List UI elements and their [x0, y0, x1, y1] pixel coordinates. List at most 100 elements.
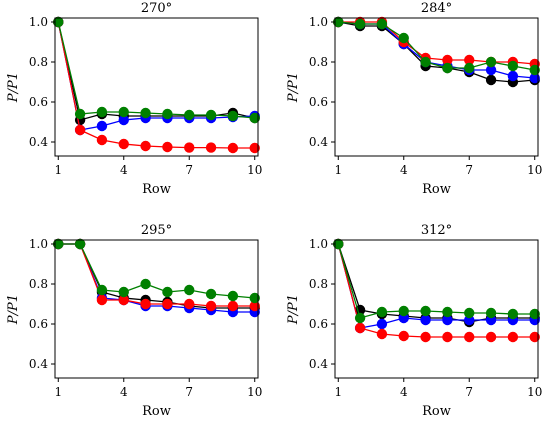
x-axis-label: Row [422, 404, 451, 419]
data-point [227, 110, 239, 122]
chart-title: 284° [421, 1, 452, 16]
data-point [485, 307, 497, 319]
data-point [162, 286, 173, 298]
data-point [529, 308, 540, 320]
chart-title: 295° [141, 223, 172, 238]
x-axis-label: Row [142, 404, 171, 419]
data-point [464, 307, 475, 319]
data-point [118, 106, 129, 118]
y-tick-label: 0.4 [29, 135, 48, 149]
data-point [354, 18, 366, 30]
data-point [529, 72, 540, 84]
y-tick-label: 0.4 [309, 135, 328, 149]
y-tick-label: 0.8 [309, 277, 328, 291]
series-line-1 [58, 243, 255, 309]
data-point [529, 64, 540, 76]
y-tick-label: 1.0 [309, 237, 328, 251]
x-tick-label: 10 [247, 163, 262, 177]
x-tick-label: 1 [334, 385, 342, 399]
series-line-1 [337, 243, 535, 323]
series-line-3 [338, 21, 535, 65]
data-point [118, 114, 129, 126]
data-point [140, 298, 151, 310]
data-point [249, 292, 260, 304]
chart-panel-1: 270° 1 4 7 10 0.4 0.6 0.8 1.0 Row P/P1 [6, 1, 262, 197]
data-point [507, 308, 519, 320]
series-line-1 [338, 21, 535, 83]
data-point [162, 298, 173, 310]
data-point [485, 331, 497, 343]
series-line-2 [58, 243, 255, 313]
data-point [184, 284, 195, 296]
data-point [227, 300, 239, 312]
data-point [53, 16, 64, 28]
y-tick-label: 1.0 [29, 237, 48, 251]
data-point [96, 134, 108, 146]
data-point [184, 298, 195, 310]
x-tick-label: 10 [527, 385, 542, 399]
y-tick-label: 0.6 [29, 95, 48, 109]
series-line-2 [57, 21, 255, 131]
data-point [376, 18, 388, 30]
x-tick-label: 7 [185, 385, 193, 399]
y-tick-label: 0.4 [309, 357, 328, 371]
data-point [162, 108, 173, 120]
data-point [354, 322, 366, 334]
y-tick-label: 0.8 [29, 55, 48, 69]
data-point [507, 331, 519, 343]
x-tick-label: 1 [334, 163, 342, 177]
data-point [53, 238, 64, 250]
data-point [249, 112, 260, 124]
y-tick-label: 0.8 [29, 277, 48, 291]
data-point [96, 294, 108, 306]
y-axis-label: P/P1 [286, 294, 301, 325]
plot-frame [334, 239, 539, 379]
x-tick-label: 10 [247, 385, 262, 399]
x-tick-label: 4 [400, 385, 408, 399]
data-point [442, 54, 453, 66]
x-tick-label: 4 [120, 163, 128, 177]
data-point [376, 318, 388, 330]
data-point [74, 238, 86, 250]
y-axis-label: P/P1 [6, 72, 21, 103]
chart-title: 270° [141, 1, 172, 16]
data-point [420, 331, 431, 343]
data-point [464, 54, 475, 66]
data-point [118, 286, 129, 298]
data-point [420, 305, 431, 317]
data-point [420, 314, 431, 326]
series-line-2 [338, 21, 535, 79]
data-point [227, 290, 239, 302]
x-tick-label: 1 [54, 385, 62, 399]
data-point [205, 109, 217, 121]
data-point [249, 300, 260, 312]
data-point [205, 300, 217, 312]
plot-frame [54, 17, 259, 157]
data-point [485, 74, 497, 86]
series-line-1 [57, 21, 255, 121]
data-point [420, 56, 431, 68]
y-tick-label: 0.6 [309, 95, 328, 109]
data-point [529, 331, 540, 343]
x-tick-label: 7 [185, 163, 193, 177]
data-point [140, 107, 151, 119]
y-tick-label: 0.6 [29, 317, 48, 331]
data-point [162, 141, 173, 153]
series-line-4 [337, 243, 535, 319]
y-tick-label: 1.0 [309, 15, 328, 29]
y-tick-label: 0.6 [309, 317, 328, 331]
data-point [205, 142, 217, 153]
data-point [485, 56, 497, 68]
data-point [442, 331, 453, 343]
series-line-4 [57, 21, 255, 119]
data-point [184, 109, 195, 121]
data-point [507, 60, 519, 72]
data-point [442, 306, 453, 318]
data-point [96, 284, 108, 296]
plot-frame [54, 239, 259, 379]
data-point [398, 330, 409, 342]
data-point [118, 138, 129, 150]
x-tick-label: 7 [465, 385, 473, 399]
data-point [96, 120, 108, 132]
